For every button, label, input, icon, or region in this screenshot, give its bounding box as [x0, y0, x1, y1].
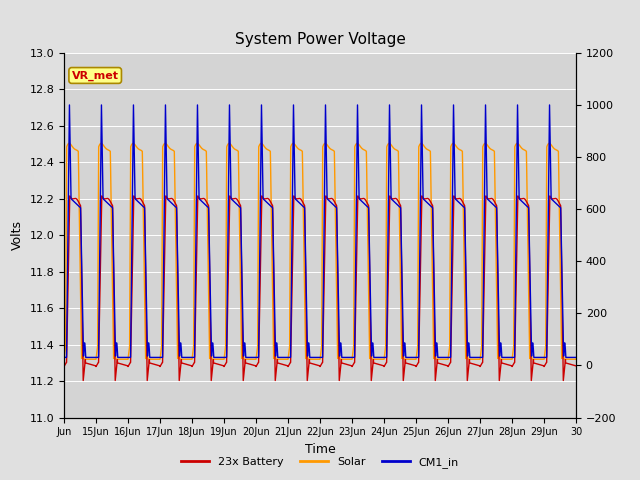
Legend: 23x Battery, Solar, CM1_in: 23x Battery, Solar, CM1_in: [177, 452, 463, 472]
Text: VR_met: VR_met: [72, 71, 118, 81]
X-axis label: Time: Time: [305, 443, 335, 456]
Title: System Power Voltage: System Power Voltage: [235, 33, 405, 48]
Y-axis label: Volts: Volts: [11, 220, 24, 250]
